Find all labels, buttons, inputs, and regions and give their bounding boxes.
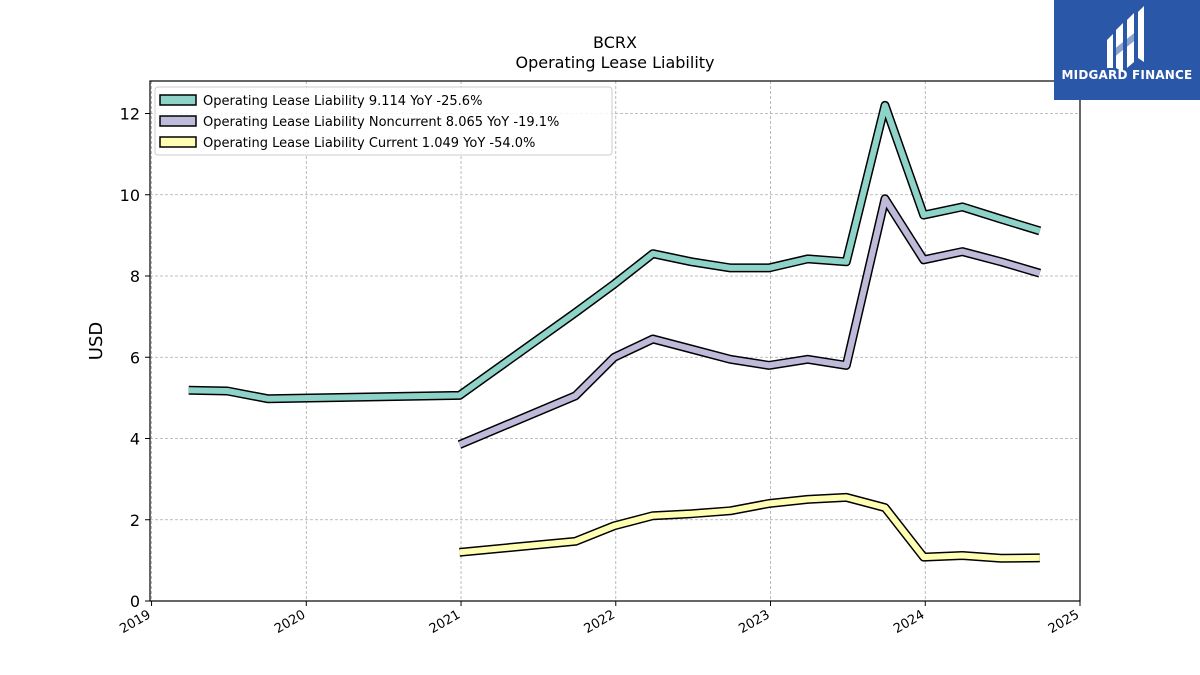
x-tick-label: 2023 [736,607,772,637]
x-tick-label: 2020 [272,607,308,637]
x-tick-label: 2019 [117,607,153,637]
y-tick-label: 8 [130,267,140,286]
y-tick-label: 10 [120,186,140,205]
y-axis: 0 2 4 6 8 10 12 [120,105,150,611]
chart-title: BCRX [593,33,637,52]
y-tick-label: 12 [120,105,140,124]
x-tick-label: 2024 [891,607,927,637]
y-tick-label: 2 [130,511,140,530]
legend-label-0: Operating Lease Liability 9.114 YoY -25.… [203,94,482,109]
plot-frame [149,80,1081,602]
x-tick-label: 2022 [582,607,618,637]
series-1-line [458,195,1041,448]
legend-swatch-0 [159,94,197,106]
series-2-line [459,494,1040,562]
y-tick-label: 4 [130,430,140,449]
chart-subtitle: Operating Lease Liability [515,53,714,72]
logo-mark-icon [1107,6,1144,72]
x-tick-label: 2025 [1046,607,1082,637]
series-layer [188,100,1042,563]
y-tick-label: 6 [130,348,140,367]
legend-box [154,86,613,156]
y-axis-label: USD [86,322,107,360]
legend-label-1: Operating Lease Liability Noncurrent 8.0… [203,115,559,130]
legend-swatch-2 [159,136,197,148]
series-0-line [188,102,1041,402]
y-tick-label: 0 [130,592,140,611]
legend: Operating Lease Liability 9.114 YoY -25.… [154,86,613,156]
legend-swatch-1 [159,115,197,127]
x-axis: 2019 2020 2021 2022 2023 2024 2025 [117,601,1082,637]
logo-text: MIDGARD FINANCE [1061,68,1193,82]
midgard-finance-logo: MIDGARD FINANCE [1054,0,1200,100]
legend-label-2: Operating Lease Liability Current 1.049 … [203,136,535,151]
x-tick-label: 2021 [427,607,463,637]
